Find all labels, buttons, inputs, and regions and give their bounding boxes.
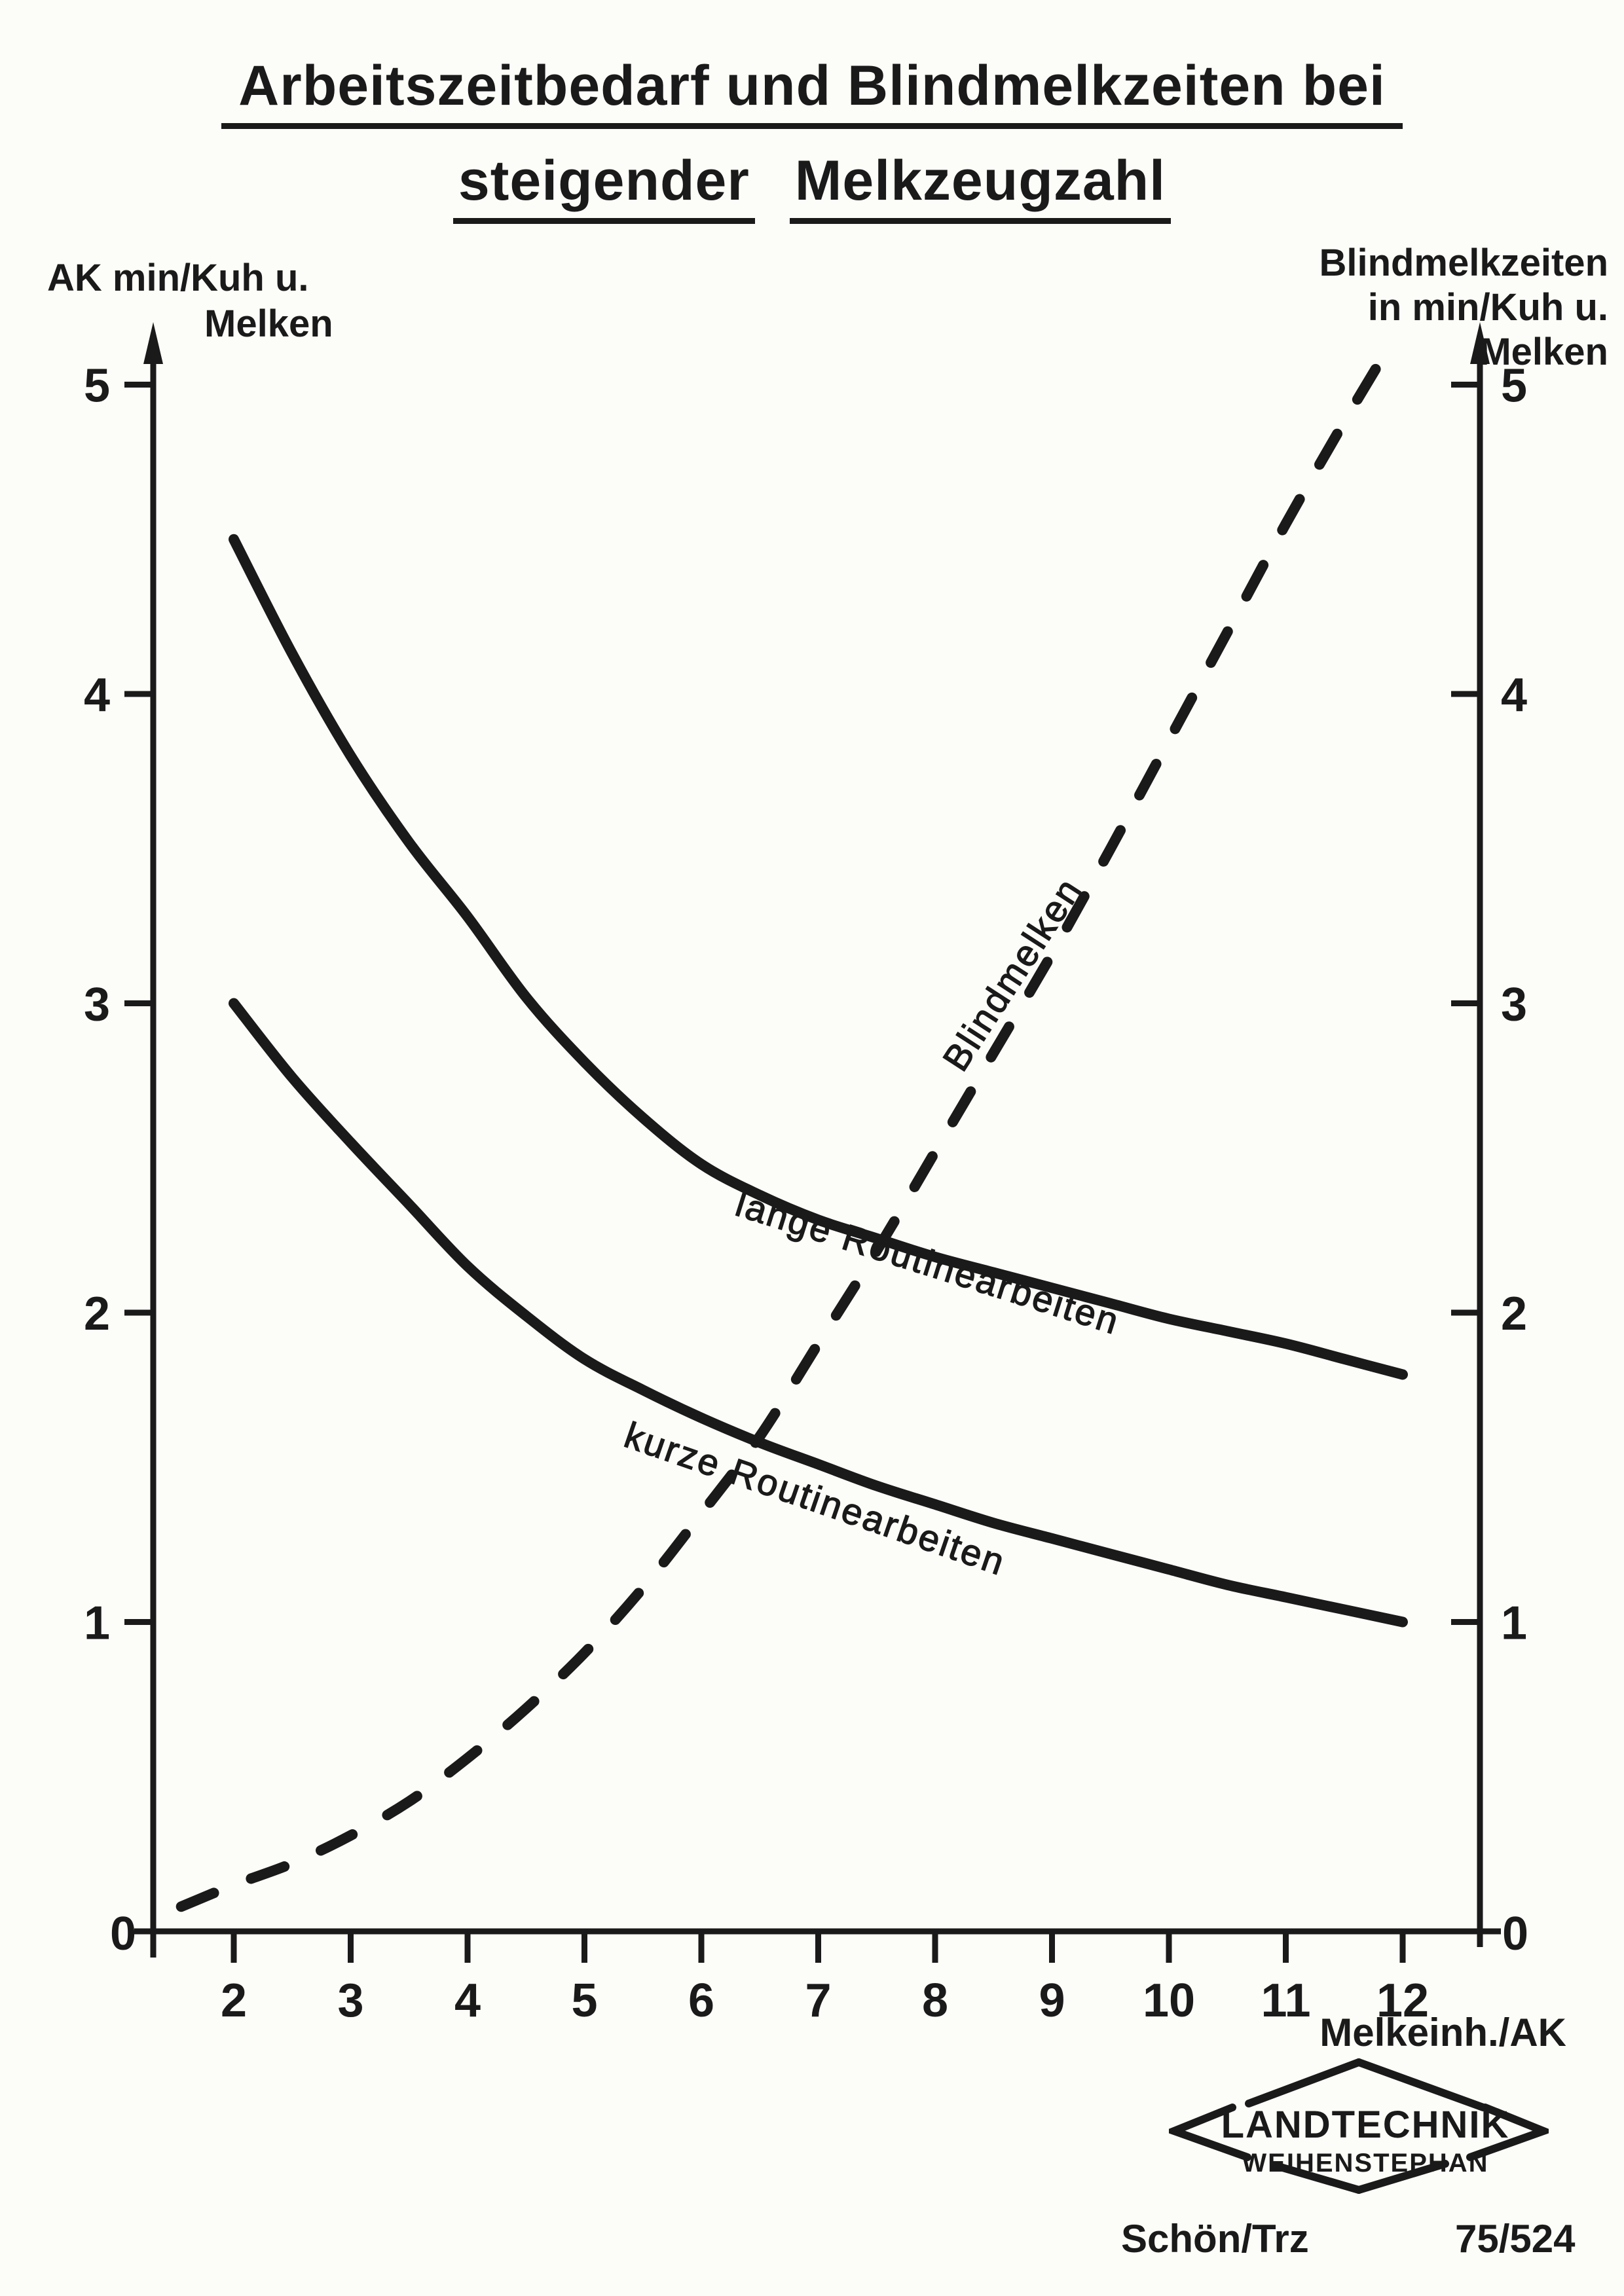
axes: [124, 359, 1501, 1963]
left-y-zero-label: 0: [110, 1908, 136, 1960]
right-axis-caption-line-3: Melken: [1479, 331, 1608, 373]
right-axis-caption: Blindmelkzeiten in min/Kuh u. Melken: [1319, 241, 1608, 374]
logo-diamond-top-left-edge: [1245, 2058, 1363, 2107]
curve-lange-routinearbeiten: [229, 534, 1408, 1380]
page-title: Arbeitszeitbedarf und Blindmelkzeiten be…: [0, 58, 1624, 224]
right-y-tick-label: 1: [1501, 1597, 1527, 1650]
x-tick-label: 11: [1261, 1975, 1310, 2027]
logo-left-chevron-icon: [1169, 2104, 1251, 2161]
x-tick-label: 10: [1143, 1975, 1195, 2027]
title-line-2-word-2: Melkzeugzahl: [789, 153, 1172, 224]
footer-credit: Schön/Trz: [1121, 2217, 1309, 2261]
x-tick-label: 3: [337, 1975, 363, 2027]
curve-kurze-routinearbeiten: [229, 998, 1408, 1628]
right-y-axis-arrow-icon: [1470, 322, 1490, 364]
right-axis-caption-line-2: in min/Kuh u.: [1367, 286, 1608, 329]
x-tick-label: 12: [1376, 1975, 1429, 2027]
left-y-tick-label: 1: [84, 1597, 110, 1650]
left-axis-caption-line-1: AK min/Kuh u.: [47, 257, 309, 299]
left-axis-caption-line-2: Melken: [204, 302, 333, 345]
left-y-tick-label: 5: [84, 360, 110, 412]
title-line-1: Arbeitszeitbedarf und Blindmelkzeiten be…: [221, 58, 1403, 129]
title-line-2-word-1: steigender: [452, 153, 755, 224]
left-y-axis-arrow-icon: [143, 322, 163, 364]
x-tick-label: 8: [922, 1975, 948, 2027]
right-y-tick-label: 5: [1501, 360, 1527, 412]
left-y-tick-label: 3: [84, 979, 110, 1031]
x-tick-label: 6: [688, 1975, 714, 2027]
curve-label-kurze-routinearbeiten: kurze Routinearbeiten: [619, 1414, 1011, 1583]
right-y-zero-label: 0: [1502, 1908, 1528, 1960]
x-tick-label: 7: [805, 1975, 831, 2027]
x-tick-label: 5: [571, 1975, 597, 2027]
curve-label-blindmelken: Blindmelken: [934, 870, 1090, 1078]
x-axis-caption: Melkeinh./AK: [1320, 2011, 1566, 2054]
logo-landtechnik-weihenstephan: LANDTECHNIK WEIHENSTEPHAN: [1169, 2058, 1549, 2194]
logo-diamond-bottom-left-edge: [1270, 2161, 1363, 2194]
footer-sheet-number: 75/524: [1455, 2217, 1576, 2261]
left-y-tick-label: 4: [84, 669, 110, 721]
curve-blindmelken: [175, 357, 1385, 1912]
logo-diamond-top-right-edge: [1355, 2058, 1487, 2111]
x-tick-label: 4: [454, 1975, 481, 2027]
left-axis-caption: AK min/Kuh u. Melken: [47, 255, 333, 347]
x-tick-label: 2: [221, 1975, 247, 2027]
x-tick-label: 9: [1039, 1975, 1065, 2027]
right-axis-caption-line-1: Blindmelkzeiten: [1319, 242, 1608, 284]
curve-label-lange-routinearbeiten: lange Routinearbeiten: [731, 1182, 1125, 1342]
logo-diamond-bottom-right-edge: [1355, 2160, 1449, 2194]
right-y-tick-label: 4: [1501, 669, 1527, 721]
logo-right-chevron-icon: [1466, 2104, 1549, 2161]
right-y-tick-label: 2: [1501, 1288, 1527, 1340]
logo-text-sub: WEIHENSTEPHAN: [1242, 2149, 1488, 2178]
logo-text-main: LANDTECHNIK: [1221, 2104, 1510, 2146]
right-y-tick-label: 3: [1501, 979, 1527, 1031]
title-line-2: steigender Melkzeugzahl: [0, 153, 1624, 224]
left-y-tick-label: 2: [84, 1288, 110, 1340]
